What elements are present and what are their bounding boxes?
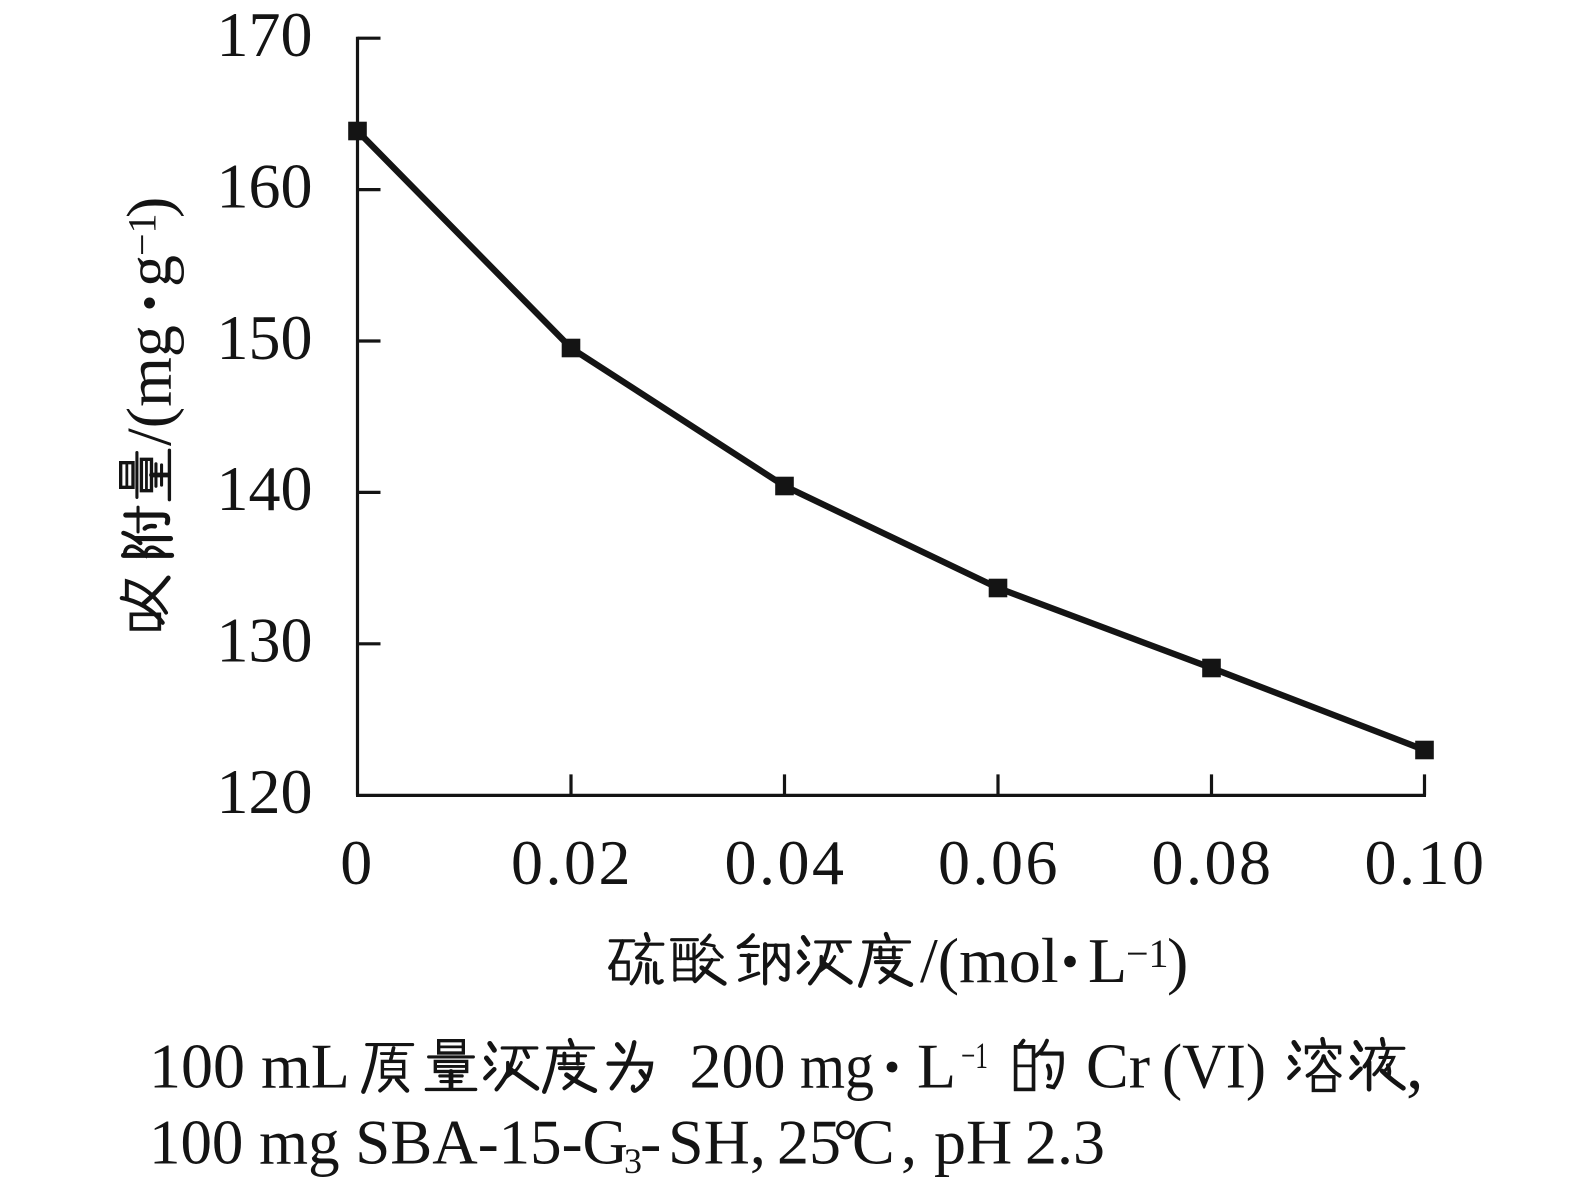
- svg-text:L: L: [1088, 925, 1127, 996]
- svg-text:200: 200: [690, 1031, 786, 1102]
- svg-text:/(mg: /(mg: [114, 325, 185, 446]
- svg-text:L: L: [917, 1031, 956, 1102]
- svg-text:g: g: [114, 255, 185, 287]
- svg-text:100 mL: 100 mL: [149, 1031, 350, 1102]
- svg-text:−1: −1: [120, 213, 165, 256]
- svg-text:150: 150: [217, 302, 313, 373]
- svg-text:C: C: [852, 1107, 895, 1178]
- svg-text:−1: −1: [961, 1036, 988, 1077]
- svg-text:-: -: [640, 1107, 661, 1178]
- svg-text:130: 130: [217, 605, 313, 676]
- svg-text:160: 160: [217, 150, 313, 221]
- svg-text:170: 170: [217, 0, 313, 70]
- svg-text:100 mg SBA-15-G: 100 mg SBA-15-G: [149, 1107, 628, 1178]
- svg-text:0.04: 0.04: [725, 827, 847, 898]
- svg-text:mg: mg: [800, 1031, 874, 1102]
- svg-text:0.02: 0.02: [511, 827, 633, 898]
- svg-text:Cr: Cr: [1086, 1031, 1150, 1102]
- svg-text:−1: −1: [1126, 931, 1169, 976]
- svg-text:(VI): (VI): [1162, 1031, 1266, 1102]
- svg-text:2.3: 2.3: [1025, 1107, 1105, 1178]
- svg-text:0.10: 0.10: [1365, 827, 1487, 898]
- svg-text:140: 140: [217, 453, 313, 524]
- svg-text:3: 3: [624, 1141, 642, 1181]
- svg-text:,: ,: [1406, 1027, 1424, 1104]
- svg-text:pH: pH: [934, 1107, 1012, 1178]
- svg-text:SH,: SH,: [668, 1107, 766, 1178]
- svg-text:0.06: 0.06: [938, 827, 1060, 898]
- svg-text:0.08: 0.08: [1152, 827, 1274, 898]
- svg-text:): ): [114, 197, 185, 218]
- svg-text:,: ,: [901, 1107, 917, 1178]
- svg-text:0: 0: [340, 827, 375, 898]
- svg-text:120: 120: [217, 756, 313, 827]
- svg-text:25: 25: [777, 1107, 841, 1178]
- svg-text:/(mol: /(mol: [920, 925, 1059, 996]
- svg-text:): ): [1167, 925, 1188, 996]
